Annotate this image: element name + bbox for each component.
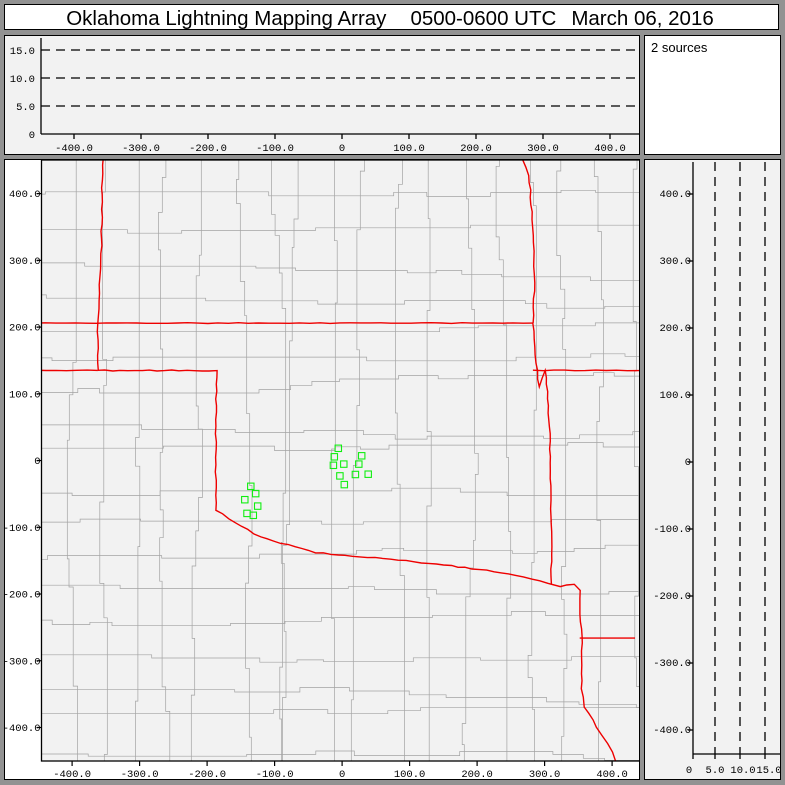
svg-text:-200.0: -200.0: [653, 591, 691, 603]
svg-text:0: 0: [685, 457, 691, 469]
svg-text:400.0: 400.0: [594, 143, 626, 155]
svg-text:200.0: 200.0: [460, 143, 492, 155]
svg-text:-200.0: -200.0: [5, 590, 41, 602]
svg-text:15.0: 15.0: [10, 46, 35, 58]
svg-text:-100.0: -100.0: [5, 523, 41, 535]
svg-text:400.0: 400.0: [596, 769, 628, 780]
svg-text:Oklahoma Lightning Mapping Arr: Oklahoma Lightning Mapping Array 0500-060…: [66, 7, 714, 30]
svg-text:15.0: 15.0: [756, 765, 781, 777]
svg-text:0: 0: [339, 143, 345, 155]
svg-text:100.0: 100.0: [394, 769, 426, 780]
svg-text:200.0: 200.0: [461, 769, 493, 780]
svg-text:0: 0: [34, 456, 40, 468]
svg-text:-100.0: -100.0: [653, 524, 691, 536]
svg-text:200.0: 200.0: [659, 323, 691, 335]
svg-text:5.0: 5.0: [706, 765, 725, 777]
svg-text:-200.0: -200.0: [189, 143, 227, 155]
svg-text:-100.0: -100.0: [256, 143, 294, 155]
svg-text:-400.0: -400.0: [55, 143, 93, 155]
svg-text:-400.0: -400.0: [653, 725, 691, 737]
svg-text:100.0: 100.0: [393, 143, 425, 155]
svg-text:300.0: 300.0: [529, 769, 561, 780]
svg-text:-400.0: -400.0: [53, 769, 91, 780]
svg-text:100.0: 100.0: [659, 390, 691, 402]
svg-text:200.0: 200.0: [9, 323, 41, 335]
svg-text:300.0: 300.0: [527, 143, 559, 155]
svg-text:10.0: 10.0: [730, 765, 755, 777]
svg-text:10.0: 10.0: [10, 74, 35, 86]
svg-text:0: 0: [29, 130, 35, 142]
svg-text:300.0: 300.0: [659, 256, 691, 268]
svg-text:0: 0: [686, 765, 692, 777]
svg-text:-300.0: -300.0: [122, 143, 160, 155]
svg-text:-200.0: -200.0: [188, 769, 226, 780]
svg-text:-300.0: -300.0: [653, 658, 691, 670]
svg-text:0: 0: [339, 769, 345, 780]
svg-text:-100.0: -100.0: [256, 769, 294, 780]
svg-text:-300.0: -300.0: [5, 656, 41, 668]
svg-text:300.0: 300.0: [9, 256, 41, 268]
svg-text:5.0: 5.0: [16, 102, 35, 114]
svg-text:-400.0: -400.0: [5, 723, 41, 735]
svg-text:100.0: 100.0: [9, 389, 41, 401]
svg-text:400.0: 400.0: [9, 189, 41, 201]
svg-text:-300.0: -300.0: [121, 769, 159, 780]
svg-text:400.0: 400.0: [659, 189, 691, 201]
svg-text:2 sources: 2 sources: [651, 40, 708, 55]
